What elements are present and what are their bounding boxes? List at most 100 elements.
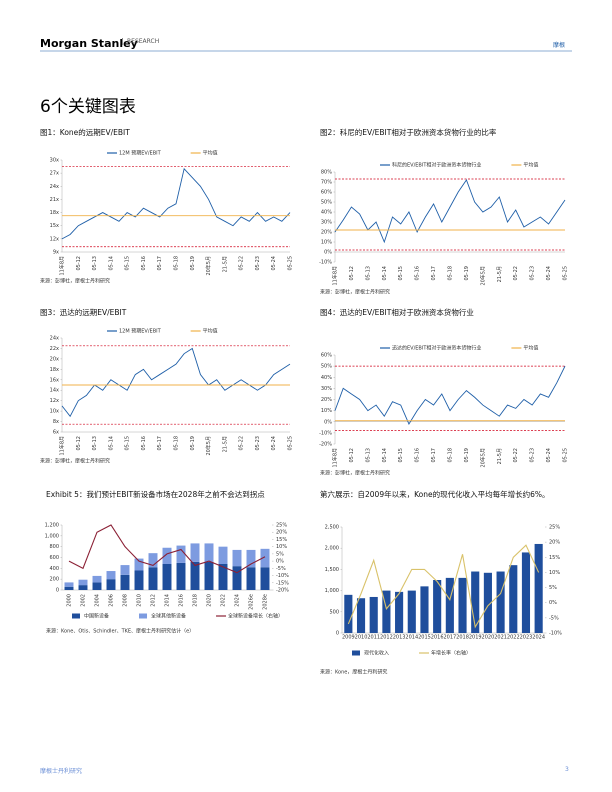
bar [92,575,102,583]
chart-title: 图2：科尼的EV/EBIT相对于欧洲资本货物行业的比率 [320,128,497,137]
chart-title: 图4：迅达的EV/EBIT相对于欧洲资本货物行业 [320,308,474,317]
y-tick-label: 30% [321,386,332,392]
x-tick-label: 2013 [393,635,406,641]
x-tick-label: 2010 [137,594,143,607]
brand: Morgan Stanley [40,37,138,50]
y-tick-label: 8x [53,419,59,425]
y-tick-label: 200 [49,577,59,583]
bar [246,567,256,590]
y-tick-label: -10% [319,260,332,266]
legend-label: 迅达的EV/EBIT相对于欧洲资本货物行业 [392,345,481,352]
x-tick-label: 2019 [469,635,482,641]
bar [407,590,416,633]
bar [260,548,270,568]
x-tick-label: 05-14 [108,256,114,271]
y2-tick-label: 25% [549,525,560,531]
x-tick-label: 2016 [179,594,185,607]
bar [120,565,130,575]
y2-tick-label: -20% [276,588,289,594]
x-tick-label: 2020 [207,594,213,607]
bar [204,561,214,590]
chart-note: 来源：彭博社，摩根士丹利研究 [320,470,390,477]
x-tick-label: 05-23 [530,448,536,463]
x-tick-label: 05-19 [190,436,196,451]
division: RESEARCH [122,38,159,45]
x-tick-label: 05-22 [513,448,519,463]
x-tick-label: 05-17 [431,266,437,281]
y2-tick-label: 0% [276,559,284,565]
bar [64,582,74,587]
bar [218,564,228,590]
legend-label: 平均值 [523,162,538,169]
x-tick-label: 05-17 [157,436,163,451]
legend-label: 平均值 [203,150,218,157]
x-tick-label: 05-24 [546,448,552,463]
y2-tick-label: 5% [276,551,284,557]
bar [534,543,543,633]
bar [433,580,442,633]
y-tick-label: 24x [50,184,59,190]
x-tick-label: 2028e [263,594,269,610]
x-tick-label: 05-15 [125,256,131,271]
x-tick-label: 05-16 [141,256,147,271]
x-tick-label: 2018 [193,594,199,607]
x-tick-label: 05-18 [174,436,180,451]
y-tick-label: 800 [49,544,59,550]
chart-note: 来源：彭博社，摩根士丹利研究 [40,278,110,285]
x-tick-label: 05-17 [431,448,437,463]
y-tick-label: 10x [50,409,59,415]
bar [521,552,531,633]
x-tick-label: 05-18 [448,448,454,463]
x-tick-label: 05-15 [398,448,404,463]
bar [232,566,242,590]
y-tick-label: 10% [321,408,332,414]
y-tick-label: 80% [321,170,332,176]
x-tick-label: 05-25 [563,448,569,463]
y2-tick-label: -15% [276,580,289,586]
x-tick-label: 11年8月 [332,266,339,286]
x-tick-label: 2004 [95,594,101,607]
y-tick-label: 50% [321,364,332,370]
legend-label: 12M 预期EV/EBIT [119,150,162,157]
chart-note: 来源：彭博社，摩根士丹利研究 [40,458,110,465]
y-tick-label: 12x [50,236,59,242]
line [61,167,291,240]
bar [190,543,200,562]
y-tick-label: 60% [321,353,332,359]
bar [134,558,144,571]
x-tick-label: 2023 [520,635,533,641]
y-tick-label: 40% [321,375,332,381]
y-tick-label: 1,000 [325,588,339,594]
y-tick-label: 10% [321,240,332,246]
bar [260,567,270,590]
x-tick-label: 05-12 [76,256,82,271]
y-tick-label: 22x [50,346,59,352]
bar [232,549,242,567]
x-tick-label: 2006 [109,594,115,607]
x-tick-label: 05-14 [108,436,114,451]
x-tick-label: 05-24 [546,266,552,281]
chart-note: 来源：Kone，摩根士丹利研究 [320,669,387,676]
page-title: 6个关键图表 [40,97,136,117]
y-tick-label: 2,000 [325,546,339,552]
bar [471,571,480,633]
y2-tick-label: 15% [276,537,287,543]
y-tick-label: 2,500 [325,525,339,531]
x-tick-label: 2011 [367,635,380,641]
y-tick-label: 60% [321,190,332,196]
x-tick-label: 2017 [443,635,456,641]
x-tick-label: 11年8月 [332,448,339,468]
x-tick-label: 2015 [418,635,431,641]
x-tick-label: 05-23 [530,266,536,281]
x-tick-label: 2014 [405,635,418,641]
bar [369,596,378,633]
y-tick-label: 12x [50,398,59,404]
x-tick-label: 2002 [81,594,87,607]
x-tick-label: 2009 [342,635,355,641]
legend-swatch [72,613,80,619]
y-tick-label: 50% [321,200,332,206]
chart-note: 来源：彭博社，摩根士丹利研究 [320,289,390,296]
legend-label: 平均值 [203,328,218,335]
bar [78,585,88,590]
line [61,347,291,418]
